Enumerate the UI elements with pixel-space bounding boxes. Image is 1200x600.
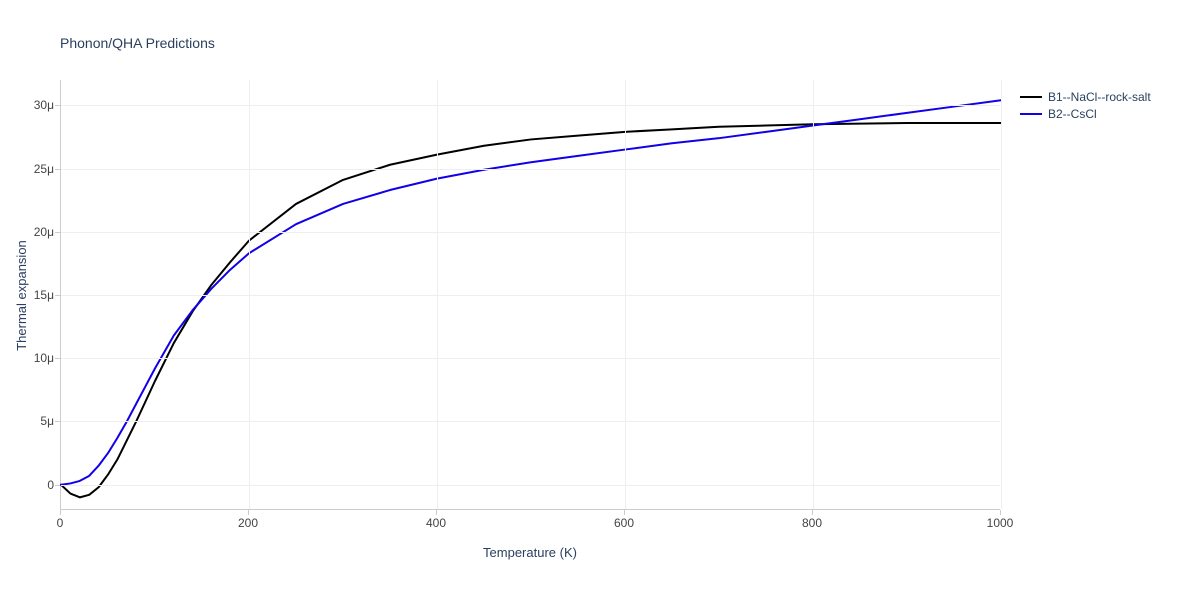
ytick-mark xyxy=(55,295,60,296)
gridline-h xyxy=(61,485,1000,486)
legend-label: B1--NaCl--rock-salt xyxy=(1048,90,1151,104)
gridline-h xyxy=(61,232,1000,233)
xtick-mark xyxy=(436,510,437,515)
series-line[interactable] xyxy=(61,123,1001,497)
xtick-label: 1000 xyxy=(987,516,1014,530)
ytick-mark xyxy=(55,485,60,486)
gridline-h xyxy=(61,358,1000,359)
gridline-h xyxy=(61,105,1000,106)
gridline-h xyxy=(61,169,1000,170)
xtick-mark xyxy=(248,510,249,515)
x-axis-label: Temperature (K) xyxy=(60,545,1000,560)
xtick-label: 600 xyxy=(614,516,634,530)
xtick-mark xyxy=(60,510,61,515)
xtick-mark xyxy=(1000,510,1001,515)
gridline-h xyxy=(61,295,1000,296)
chart-container: Phonon/QHA Predictions Temperature (K) T… xyxy=(0,0,1200,600)
ytick-mark xyxy=(55,105,60,106)
xtick-label: 200 xyxy=(238,516,258,530)
plot-area[interactable] xyxy=(60,80,1000,510)
xtick-label: 800 xyxy=(802,516,822,530)
legend-item[interactable]: B1--NaCl--rock-salt xyxy=(1020,90,1151,104)
ytick-label: 15μ xyxy=(34,288,54,302)
xtick-label: 400 xyxy=(426,516,446,530)
series-line[interactable] xyxy=(61,100,1001,484)
ytick-mark xyxy=(55,421,60,422)
gridline-v xyxy=(1001,80,1002,509)
ytick-label: 0 xyxy=(47,478,54,492)
legend-item[interactable]: B2--CsCl xyxy=(1020,107,1151,121)
legend-label: B2--CsCl xyxy=(1048,107,1097,121)
ytick-mark xyxy=(55,169,60,170)
gridline-h xyxy=(61,421,1000,422)
y-axis-label-text: Thermal expansion xyxy=(14,240,29,351)
ytick-mark xyxy=(55,358,60,359)
ytick-label: 20μ xyxy=(34,225,54,239)
xtick-mark xyxy=(812,510,813,515)
xtick-label: 0 xyxy=(57,516,64,530)
xtick-mark xyxy=(624,510,625,515)
legend-swatch xyxy=(1020,113,1042,115)
legend: B1--NaCl--rock-salt B2--CsCl xyxy=(1020,90,1151,124)
ytick-mark xyxy=(55,232,60,233)
y-axis-label: Thermal expansion xyxy=(14,80,28,510)
ytick-label: 10μ xyxy=(34,351,54,365)
chart-title: Phonon/QHA Predictions xyxy=(60,35,215,51)
ytick-label: 25μ xyxy=(34,162,54,176)
ytick-label: 5μ xyxy=(40,414,54,428)
legend-swatch xyxy=(1020,96,1042,98)
ytick-label: 30μ xyxy=(34,98,54,112)
